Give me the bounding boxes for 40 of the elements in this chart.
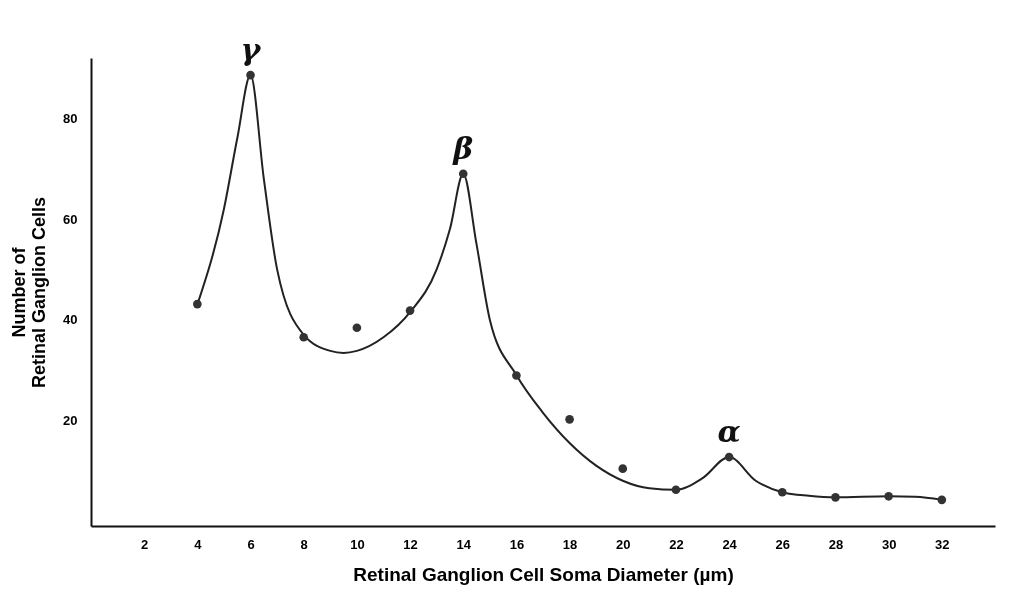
point — [193, 299, 202, 309]
point — [618, 464, 628, 473]
point — [299, 332, 309, 342]
annotation: γ — [240, 32, 262, 68]
point — [777, 487, 787, 497]
x-tick-label: 6 — [247, 536, 255, 552]
x-tick-label: 10 — [350, 536, 365, 552]
point — [512, 371, 521, 380]
point — [724, 452, 734, 462]
annotation: α — [717, 414, 741, 450]
point — [352, 323, 362, 333]
y-tick-label: 40 — [63, 312, 78, 328]
x-tick-label: 28 — [828, 536, 844, 552]
x-tick-label: 22 — [669, 536, 684, 552]
point — [937, 495, 947, 505]
annotation: β — [452, 130, 474, 166]
point — [405, 306, 415, 315]
x-tick-label: 4 — [194, 536, 203, 552]
y-tick-label: 20 — [63, 412, 78, 428]
y-tick-label: 80 — [63, 110, 78, 126]
x-axis-title: Retinal Ganglion Cell Soma Diameter (µm) — [353, 563, 734, 585]
x-tick-label: 8 — [300, 536, 308, 552]
x-tick-label: 16 — [509, 536, 525, 552]
x-tick-label: 32 — [935, 536, 950, 552]
x-tick-label: 2 — [141, 536, 149, 552]
point — [884, 491, 893, 501]
y-axis-title: Number of Retinal Ganglion Cells — [9, 196, 50, 389]
x-tick-label: 12 — [403, 536, 418, 552]
y-tick-label: 60 — [63, 211, 78, 227]
point — [458, 169, 468, 179]
point — [246, 70, 255, 80]
x-tick-label: 30 — [881, 536, 897, 552]
point — [831, 492, 840, 502]
x-tick-label: 18 — [562, 536, 578, 552]
x-tick-label: 14 — [456, 536, 472, 552]
x-tick-label: 26 — [775, 536, 791, 552]
point — [565, 414, 574, 424]
point — [671, 485, 681, 495]
x-tick-label: 20 — [616, 536, 631, 552]
x-tick-label: 24 — [722, 536, 738, 552]
